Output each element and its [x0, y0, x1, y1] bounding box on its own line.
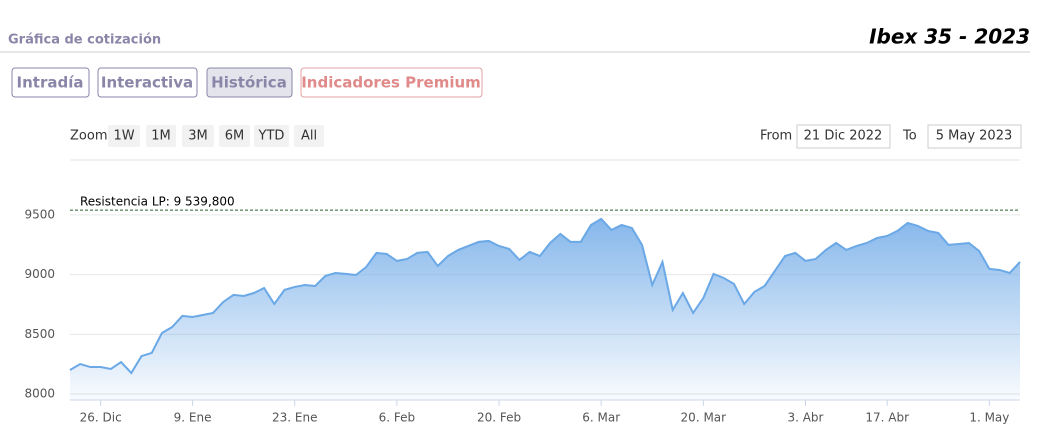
x-tick-label: 6. Mar: [582, 411, 620, 425]
zoom-button[interactable]: [294, 125, 324, 147]
from-label: From: [760, 129, 792, 144]
y-tick-label: 9500: [24, 207, 55, 221]
zoom-button[interactable]: [254, 125, 289, 147]
tab[interactable]: [11, 67, 90, 98]
tab-label[interactable]: Interactiva: [101, 74, 193, 92]
zoom-button-label[interactable]: 1M: [151, 129, 171, 144]
x-tick-label: 20. Feb: [477, 411, 521, 425]
tab[interactable]: [97, 67, 198, 98]
line: [69, 217, 1021, 375]
plot: 8000 8500 9000 9500 26. Dic 9. Ene 23. Ene 6. F…: [24, 195, 1021, 425]
zoom-button-label[interactable]: 3M: [188, 129, 208, 144]
tab-label[interactable]: Histórica: [211, 74, 287, 92]
zoom-button-label[interactable]: YTD: [258, 129, 285, 144]
page-title: Ibex 35 - 2023: [869, 25, 1030, 49]
zoom-button[interactable]: [219, 125, 250, 147]
to-input[interactable]: [927, 124, 1022, 149]
x-tick-label: 26. Dic: [80, 411, 122, 425]
to-value[interactable]: 5 May 2023: [936, 129, 1013, 144]
zoom-button[interactable]: [108, 125, 140, 147]
tab-label[interactable]: Intradía: [17, 74, 84, 92]
zoom-button-label[interactable]: 1W: [113, 129, 134, 144]
y-tick-label: 9000: [24, 267, 55, 281]
x-tick-label: 6. Feb: [379, 411, 416, 425]
tab-premium[interactable]: [300, 67, 483, 98]
zoom-button-label[interactable]: All: [301, 129, 317, 144]
x-tick-label: 3. Abr: [787, 411, 823, 425]
zoom-button[interactable]: [182, 125, 214, 147]
x-tick-label: 9. Ene: [174, 411, 212, 425]
area: [70, 218, 1020, 400]
x-tick-label: 17. Abr: [865, 411, 909, 425]
to-label: To: [902, 129, 917, 144]
tab-active[interactable]: [206, 67, 293, 98]
y-tick-label: 8000: [24, 387, 55, 401]
zoom-button-label[interactable]: 6M: [225, 129, 245, 144]
zoom-label: Zoom: [70, 129, 107, 144]
x-tick-label: 1. May: [969, 411, 1009, 425]
tab-label[interactable]: Indicadores Premium: [301, 74, 481, 92]
x-tick-label: 20. Mar: [681, 411, 727, 425]
from-value[interactable]: 21 Dic 2022: [804, 129, 883, 144]
zoom-button[interactable]: [146, 125, 176, 147]
section-title: Gráfica de cotización: [8, 33, 161, 48]
y-tick-label: 8500: [24, 327, 55, 341]
zoom-buttons: 1W 1M 3M 6M YTD All: [108, 125, 324, 147]
x-tick-label: 23. Ene: [272, 411, 317, 425]
from-input[interactable]: [796, 124, 891, 149]
resistance-label: Resistencia LP: 9 539,800: [80, 195, 235, 209]
